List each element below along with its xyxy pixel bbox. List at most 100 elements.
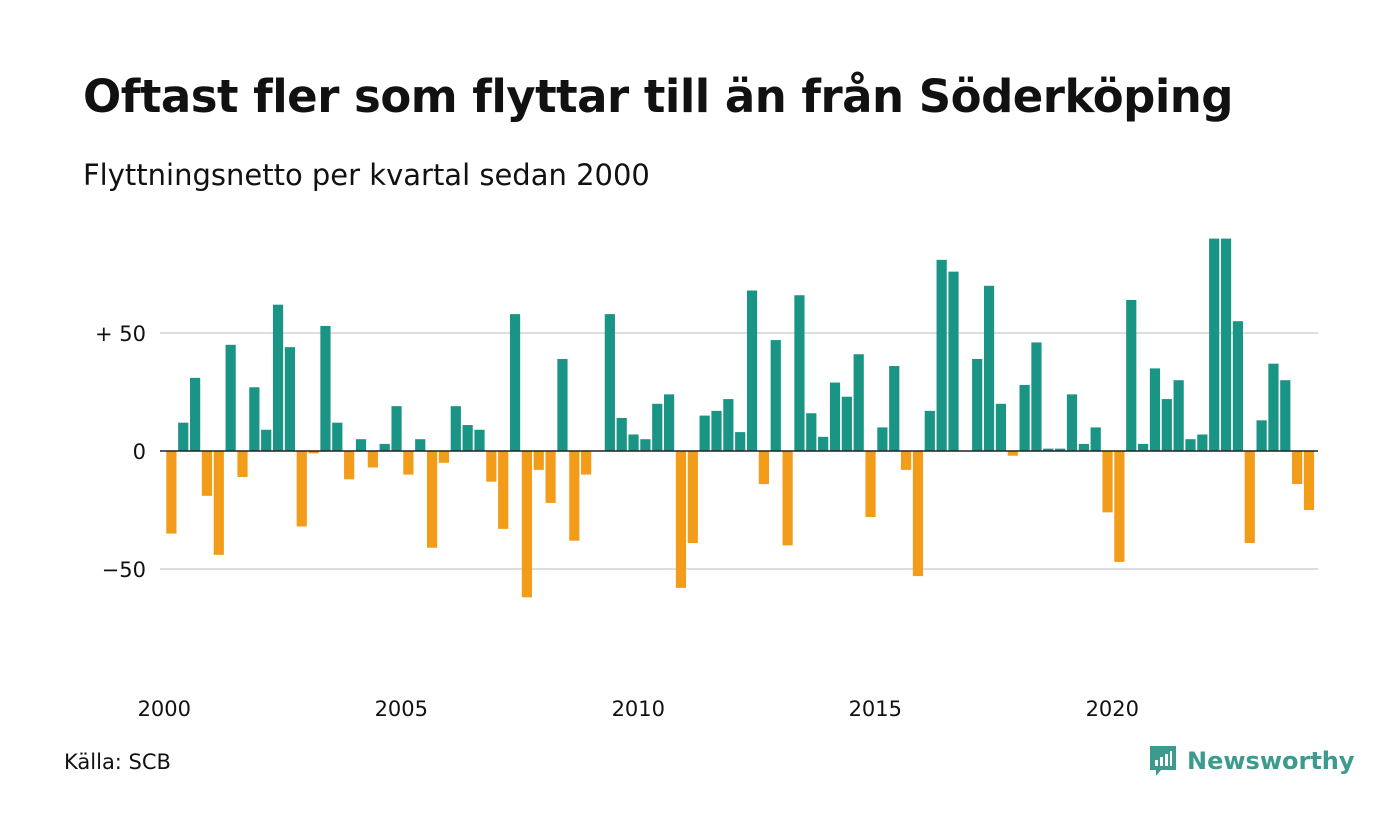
bar [450,406,461,451]
bar [723,399,734,451]
bar [806,413,817,451]
bar [1019,384,1030,451]
y-tick-label: 0 [133,440,146,464]
bar [1138,443,1149,451]
bar [616,417,627,451]
bar [983,285,995,451]
bar [652,403,663,451]
bar [533,451,544,470]
bar [1280,380,1291,451]
bar [865,451,876,518]
bar [1066,394,1078,451]
bar [972,358,983,451]
bar [415,439,426,451]
y-tick-label: −50 [102,558,146,582]
bar [272,304,284,451]
bar [190,377,201,451]
bar [889,366,900,451]
bar [249,387,260,451]
bar [1256,420,1267,451]
bar [770,340,781,451]
bar [509,314,521,451]
bar [948,271,959,451]
bar [427,451,438,548]
bar [711,410,722,451]
bar [1268,363,1279,451]
bar [1220,238,1232,451]
brand-name: Newsworthy [1187,747,1355,775]
bar [1197,434,1208,451]
bar [225,344,236,451]
bar [758,451,769,485]
bar [628,434,639,451]
bar [829,382,841,451]
bar [166,451,177,534]
bar [1232,321,1243,451]
bar [1161,399,1172,451]
bar [640,439,651,451]
bar [521,451,532,598]
y-axis-tick-labels: + 50 0 −50 [95,322,146,582]
bar [438,451,450,463]
bar [794,295,805,451]
bar [557,358,568,451]
chart-title: Oftast fler som flyttar till än från Söd… [83,70,1234,123]
bar [379,443,390,451]
bar [308,451,319,454]
bar [687,451,698,544]
bar [841,396,852,451]
bar [569,451,580,541]
bar [201,451,213,496]
x-tick-label: 2015 [849,697,902,721]
bar [1149,368,1161,451]
bar [261,429,272,451]
x-axis-tick-labels: 2000 2005 2010 2015 2020 [138,697,1139,721]
bar [877,427,888,451]
bar [924,410,935,451]
bar [1114,451,1125,562]
bar [462,425,473,451]
bar [1043,448,1054,451]
bar [664,394,675,451]
bar [1173,380,1184,451]
bar [604,314,615,451]
bar [1209,238,1220,451]
bar [237,451,248,477]
bar [284,347,295,451]
bar [320,325,331,451]
bar [1303,451,1315,510]
bar [1007,451,1018,456]
newsworthy-logo-icon [1150,746,1176,776]
bar [391,406,402,451]
bar [296,451,307,527]
bar [1078,443,1089,451]
bar [995,403,1006,451]
bars [166,238,1315,598]
grid-lines [160,332,1318,570]
bar [675,451,687,588]
newsworthy-brand[interactable]: Newsworthy [1148,744,1355,778]
bar [853,354,864,451]
bar [1055,448,1066,451]
bar [936,259,947,451]
chart-subtitle: Flyttningsnetto per kvartal sedan 2000 [83,158,650,192]
bar [782,451,793,546]
x-tick-label: 2020 [1086,697,1139,721]
bar [746,290,758,451]
bar [1090,427,1101,451]
bar [735,432,746,451]
bar [912,451,924,577]
bar [699,415,710,451]
bar [355,439,367,451]
bar [1031,342,1042,451]
bar [213,451,224,555]
y-tick-label: + 50 [95,322,146,346]
bar [581,451,592,475]
bar [1292,451,1303,485]
bar [486,451,497,482]
bar [332,422,343,451]
bar [474,429,485,451]
bar [1185,439,1196,451]
bar [818,436,829,451]
